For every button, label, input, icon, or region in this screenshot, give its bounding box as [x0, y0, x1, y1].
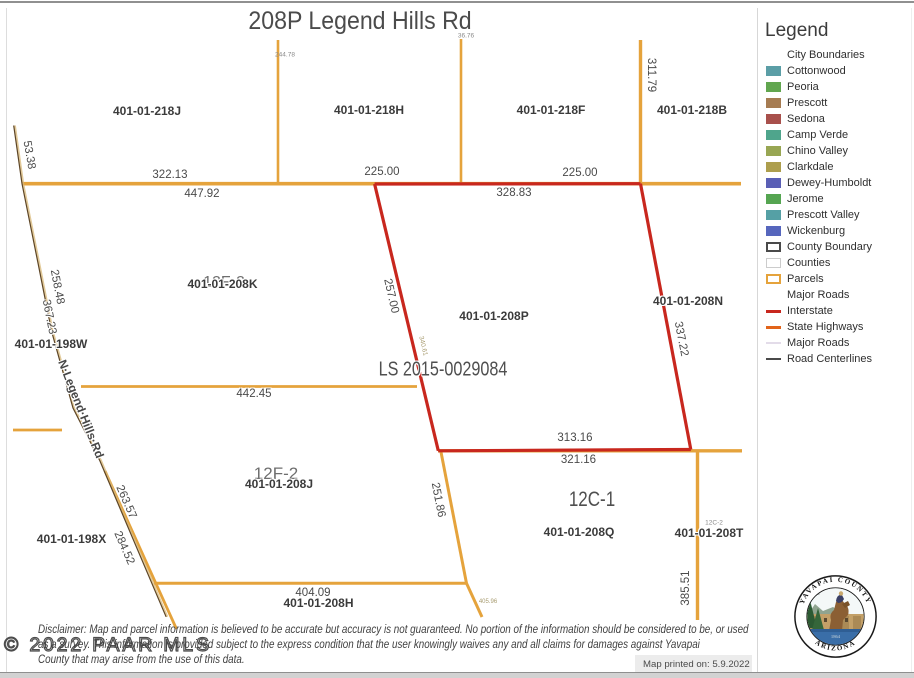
svg-text:1864: 1864 [831, 634, 841, 639]
